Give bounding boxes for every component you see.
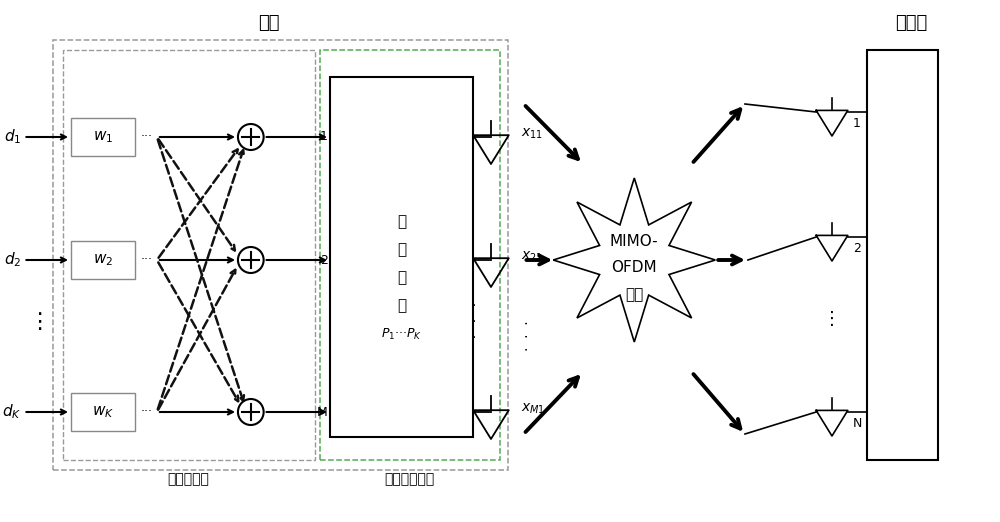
Text: $w_1$: $w_1$ [93,129,113,145]
Text: $x_{21}$: $x_{21}$ [521,249,543,264]
Bar [330,77,473,437]
Text: ⋮: ⋮ [28,312,50,332]
Bar [867,50,938,460]
Text: ·
·
·: · · · [472,299,476,345]
Bar [71,118,135,156]
Text: $d_K$: $d_K$ [2,402,21,421]
Text: 率: 率 [397,243,406,257]
Bar [53,40,508,470]
Text: ⋮: ⋮ [823,311,841,328]
Text: $x_{M1}$: $x_{M1}$ [521,401,545,416]
Text: M: M [317,406,328,419]
Text: ·  ·  ·: · · · [521,321,535,351]
Text: $w_K$: $w_K$ [92,404,114,420]
Polygon shape [553,178,715,342]
Text: 功率分配模块: 功率分配模块 [384,472,434,486]
Text: 配: 配 [397,299,406,314]
Text: $P_1$···$P_K$: $P_1$···$P_K$ [381,326,422,341]
Text: 信道: 信道 [625,288,643,303]
Text: OFDM: OFDM [611,259,657,275]
Text: 2: 2 [320,254,328,267]
Text: 1: 1 [320,130,328,144]
Text: 1: 1 [853,117,861,129]
Text: MIMO-: MIMO- [610,234,659,250]
Text: 分: 分 [397,270,406,286]
Bar [63,50,315,460]
Text: ···: ··· [141,406,153,419]
Text: $d_2$: $d_2$ [4,251,21,269]
Text: $d_1$: $d_1$ [4,128,21,146]
Text: $x_{11}$: $x_{11}$ [521,126,543,140]
Text: ···: ··· [141,254,153,267]
Bar [320,50,500,460]
Text: N: N [853,417,862,430]
Text: 功: 功 [397,215,406,230]
Text: 2: 2 [853,242,861,255]
Text: 基站: 基站 [258,14,279,32]
Bar [71,241,135,279]
Bar [71,393,135,431]
Text: ···: ··· [141,130,153,144]
Text: 用户端: 用户端 [895,14,927,32]
Text: 预编码模块: 预编码模块 [168,472,209,486]
Text: $w_2$: $w_2$ [93,252,113,268]
